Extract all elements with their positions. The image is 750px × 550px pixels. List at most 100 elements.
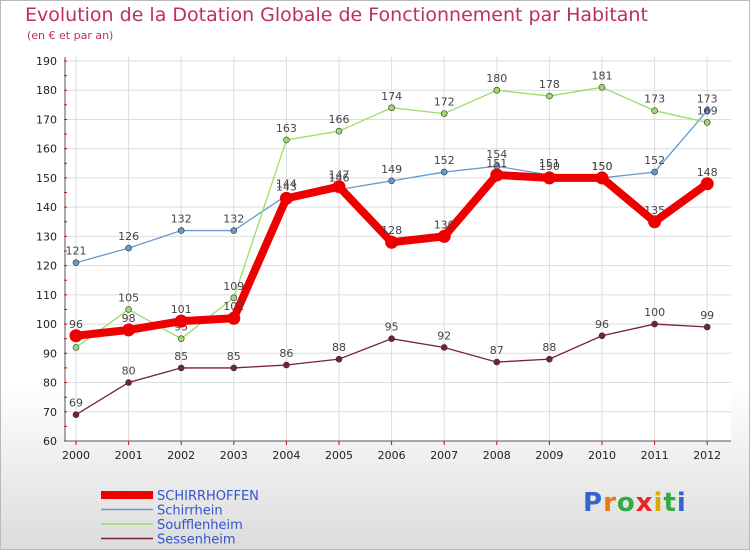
y-tick-label: 180 <box>36 84 57 97</box>
data-point-soufflenheim <box>283 136 290 144</box>
data-point-sessenheim <box>230 364 238 372</box>
y-tick-label: 130 <box>36 230 57 243</box>
x-tick-label: 2001 <box>115 449 143 462</box>
x-tick-label: 2008 <box>483 449 511 462</box>
data-point-schirrhein <box>230 227 238 234</box>
data-point-schirrhein <box>440 168 448 176</box>
data-point-sessenheim <box>493 358 501 366</box>
y-tick-label: 190 <box>36 55 57 68</box>
data-label-schirrhoffen: 135 <box>644 204 665 217</box>
data-point-schirrhoffen <box>122 323 136 337</box>
data-point-sessenheim <box>335 355 343 363</box>
y-tick-label: 140 <box>36 201 57 214</box>
data-point-sessenheim <box>283 361 290 369</box>
data-label-schirrhein: 144 <box>276 177 297 190</box>
data-label-soufflenheim: 181 <box>592 69 613 82</box>
data-point-soufflenheim <box>440 110 448 117</box>
x-tick-label: 2012 <box>693 449 721 462</box>
data-label-schirrhein: 152 <box>434 154 455 167</box>
data-label-schirrhein: 121 <box>66 245 87 258</box>
legend-label: Schirrhein <box>157 504 223 519</box>
y-tick-label: 160 <box>36 143 57 156</box>
data-point-schirrhoffen <box>490 168 504 182</box>
data-label-soufflenheim: 174 <box>381 90 402 103</box>
y-tick-label: 90 <box>43 347 57 360</box>
x-tick-label: 2006 <box>378 449 406 462</box>
data-label-schirrhoffen: 147 <box>329 169 350 182</box>
data-point-schirrhoffen <box>595 171 609 185</box>
legend-label: SCHIRRHOFFEN <box>157 489 259 504</box>
data-point-sessenheim <box>125 379 132 386</box>
data-point-soufflenheim <box>546 92 553 100</box>
x-tick-label: 2011 <box>641 449 669 462</box>
y-tick-label: 120 <box>36 260 57 273</box>
data-point-schirrhein <box>177 227 185 234</box>
y-tick-label: 170 <box>36 113 57 126</box>
data-label-schirrhein: 132 <box>223 213 244 226</box>
data-label-schirrhoffen: 130 <box>434 218 455 231</box>
data-point-schirrhein <box>703 107 711 114</box>
data-point-soufflenheim <box>651 107 658 114</box>
x-tick-label: 2003 <box>220 449 248 462</box>
x-tick-label: 2002 <box>167 449 195 462</box>
legend-label: Sessenheim <box>157 533 236 548</box>
y-tick-label: 110 <box>36 289 57 302</box>
logo-letter: i <box>676 488 687 518</box>
data-label-sessenheim: 100 <box>644 306 665 319</box>
data-label-schirrhein: 152 <box>644 154 665 167</box>
x-tick-label: 2005 <box>325 449 353 462</box>
data-label-schirrhoffen: 98 <box>122 312 136 325</box>
x-tick-label: 2007 <box>430 449 458 462</box>
data-label-schirrhoffen: 148 <box>697 166 718 179</box>
chart-subtitle: (en € et par an) <box>27 29 114 42</box>
data-label-sessenheim: 88 <box>332 341 346 354</box>
data-point-sessenheim <box>598 332 606 340</box>
data-label-schirrhein: 132 <box>171 213 192 226</box>
data-point-sessenheim <box>388 335 395 342</box>
y-tick-label: 80 <box>43 377 57 390</box>
chart-title: Evolution de la Dotation Globale de Fonc… <box>25 4 648 26</box>
data-label-sessenheim: 80 <box>122 365 136 378</box>
data-point-sessenheim <box>703 323 711 331</box>
data-label-schirrhein: 146 <box>329 172 350 185</box>
data-point-sessenheim <box>440 344 448 351</box>
logo-letter: t <box>663 488 677 518</box>
y-tick-label: 150 <box>36 172 57 185</box>
x-tick-label: 2000 <box>62 449 90 462</box>
data-point-schirrhein <box>388 177 395 185</box>
data-label-soufflenheim: 178 <box>539 78 560 91</box>
data-label-schirrhoffen: 150 <box>539 160 560 173</box>
data-point-soufflenheim <box>72 344 80 351</box>
data-label-sessenheim: 85 <box>227 350 241 363</box>
data-point-soufflenheim <box>125 306 132 313</box>
data-point-soufflenheim <box>493 86 501 94</box>
data-label-sessenheim: 96 <box>595 318 609 331</box>
data-point-schirrhoffen <box>69 329 83 343</box>
data-label-sessenheim: 85 <box>174 350 188 363</box>
data-label-schirrhein: 150 <box>592 160 613 173</box>
logo-letter: r <box>603 488 617 518</box>
data-point-schirrhoffen <box>227 311 241 325</box>
data-label-schirrhoffen: 128 <box>381 224 402 237</box>
x-tick-label: 2009 <box>535 449 563 462</box>
y-tick-label: 70 <box>43 406 57 419</box>
data-point-schirrhoffen <box>385 235 399 249</box>
data-point-schirrhoffen <box>174 314 188 328</box>
data-label-sessenheim: 88 <box>542 341 556 354</box>
data-label-sessenheim: 69 <box>69 397 83 410</box>
data-label-schirrhoffen: 143 <box>276 180 297 193</box>
data-point-schirrhein <box>72 259 80 266</box>
data-point-schirrhein <box>125 244 132 252</box>
data-point-schirrhein <box>651 168 658 176</box>
data-label-soufflenheim: 109 <box>223 280 244 293</box>
logo-letter: i <box>653 488 664 518</box>
data-point-schirrhoffen <box>279 191 293 205</box>
data-point-soufflenheim <box>598 84 606 91</box>
plot-area <box>65 57 731 441</box>
data-point-soufflenheim <box>703 119 711 126</box>
data-label-schirrhoffen: 102 <box>223 300 244 313</box>
data-label-schirrhoffen: 150 <box>592 160 613 173</box>
data-label-soufflenheim: 163 <box>276 122 297 135</box>
logo-letter: P <box>583 488 604 518</box>
